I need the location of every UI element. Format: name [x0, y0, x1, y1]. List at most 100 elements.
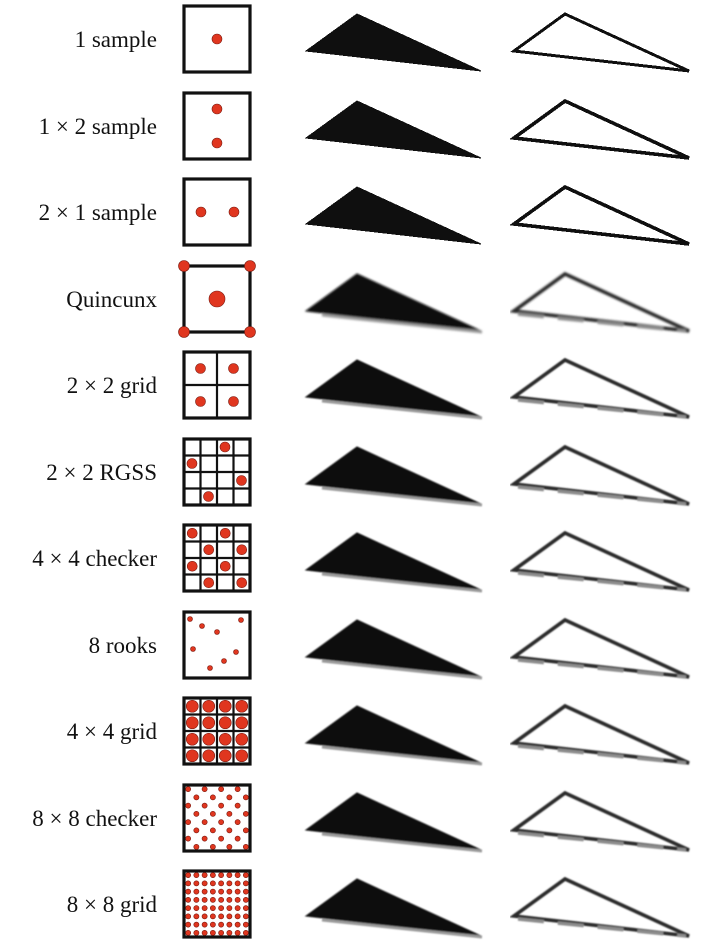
sample-dot — [218, 819, 225, 826]
sample-dot — [218, 699, 232, 713]
sample-dot — [186, 560, 198, 572]
sample-dot — [226, 929, 233, 936]
pattern-label: 2 × 1 sample — [38, 200, 157, 225]
triangle-outline — [510, 617, 690, 679]
sample-dot — [218, 913, 225, 920]
sample-dot — [242, 880, 249, 887]
triangle-outline — [510, 98, 690, 160]
sample-dot — [201, 880, 208, 887]
sample-pattern-rgss — [182, 437, 252, 507]
sample-dot — [185, 786, 192, 793]
sample-dot — [193, 913, 200, 920]
outline-triangle-render — [510, 357, 690, 419]
pixel-frame — [182, 177, 252, 247]
sample-dot — [226, 810, 233, 817]
sample-dot — [201, 802, 208, 809]
sample-dot — [201, 786, 208, 793]
outline-triangle-render — [510, 184, 690, 246]
outline-triangle-render — [510, 98, 690, 160]
sample-dot — [211, 33, 223, 45]
sample-dot — [201, 913, 208, 920]
triangle-fill — [304, 532, 483, 593]
sample-dot — [202, 716, 216, 730]
pattern-label: 2 × 2 RGSS — [46, 460, 157, 485]
filled-triangle-render — [304, 186, 482, 245]
sample-dot — [218, 802, 225, 809]
filled-triangle-render — [304, 878, 483, 939]
sample-dot — [209, 888, 216, 895]
pattern-label: 8 rooks — [88, 633, 157, 658]
triangle-fill — [304, 186, 482, 245]
sample-dot — [218, 835, 225, 842]
triangle-fill — [304, 705, 483, 766]
sample-dot — [235, 732, 249, 746]
sample-dot — [235, 699, 249, 713]
triangle-fill — [304, 100, 482, 159]
sample-dot — [242, 913, 249, 920]
triangle-fill — [304, 619, 483, 680]
sample-dot — [228, 206, 240, 218]
sample-dot — [193, 905, 200, 912]
pattern-label: 8 × 8 grid — [66, 892, 157, 917]
pattern-label: 1 sample — [74, 27, 157, 52]
triangle-fill — [304, 359, 483, 420]
pattern-label: 1 × 2 sample — [38, 114, 157, 139]
sample-dot — [185, 872, 192, 879]
sample-dot — [226, 872, 233, 879]
filled-triangle-render — [304, 705, 483, 766]
sample-pattern-quincunx — [178, 260, 256, 338]
triangle-outline — [510, 444, 690, 506]
sample-dot — [209, 921, 216, 928]
sample-dot — [209, 843, 216, 850]
sample-dot — [185, 699, 199, 713]
sample-dot — [218, 716, 232, 730]
outline-triangle-render — [510, 271, 690, 333]
sample-dot — [234, 888, 241, 895]
sample-dot — [185, 913, 192, 920]
sample-dot — [228, 363, 239, 374]
sample-dot — [185, 802, 192, 809]
pixel-frame — [182, 610, 252, 680]
pixel-frame — [182, 4, 252, 74]
sample-dot — [195, 396, 206, 407]
sample-dot — [193, 929, 200, 936]
sample-dot — [234, 802, 241, 809]
sample-dot — [199, 623, 205, 629]
sample-dot — [218, 921, 225, 928]
corner-sample-dot — [244, 326, 256, 338]
sample-dot — [185, 732, 199, 746]
sample-dot — [233, 649, 239, 655]
sample-dot — [238, 617, 244, 623]
sample-dot — [234, 905, 241, 912]
triangle-outline — [510, 530, 690, 592]
triangle-outline — [510, 790, 690, 852]
sample-dot — [219, 527, 231, 539]
sample-dot — [201, 905, 208, 912]
sample-pattern-checker-4x4 — [182, 523, 252, 593]
sample-dot — [234, 896, 241, 903]
sample-pattern-grid-4x4 — [182, 696, 252, 766]
sample-dot — [185, 905, 192, 912]
sample-dot — [193, 810, 200, 817]
sample-dot — [185, 835, 192, 842]
sample-dot — [226, 827, 233, 834]
sample-dot — [195, 206, 207, 218]
filled-triangle-render — [304, 619, 483, 680]
triangle-outline — [510, 271, 690, 333]
triangle-fill — [304, 273, 483, 334]
sample-dot — [236, 475, 247, 486]
sample-dot — [201, 819, 208, 826]
sample-dot — [226, 794, 233, 801]
outline-triangle-render — [510, 617, 690, 679]
sample-dot — [193, 888, 200, 895]
sample-dot — [193, 880, 200, 887]
pattern-label: 2 × 2 grid — [66, 373, 157, 398]
sample-dot — [218, 929, 225, 936]
sample-dot — [234, 921, 241, 928]
sample-pattern-rooks-8 — [182, 610, 252, 680]
sample-pattern-horizontal-pair — [182, 177, 252, 247]
pattern-label: 4 × 4 grid — [66, 719, 157, 744]
sample-dot — [193, 843, 200, 850]
sample-dot — [201, 921, 208, 928]
filled-triangle-render — [304, 13, 482, 72]
